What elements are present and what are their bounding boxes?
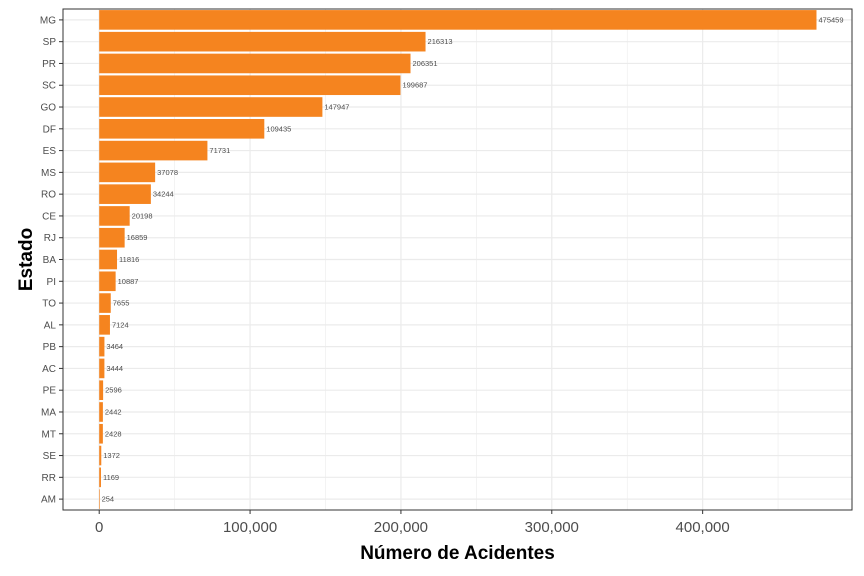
x-tick-label: 0 bbox=[95, 519, 103, 536]
y-tick-label-sc: SC bbox=[42, 81, 56, 92]
y-tick-label-am: AM bbox=[41, 495, 56, 506]
data-label-rj: 16859 bbox=[127, 233, 148, 242]
y-tick-label-rr: RR bbox=[42, 473, 56, 484]
data-label-ce: 20198 bbox=[132, 211, 153, 220]
bar-pb bbox=[99, 336, 105, 357]
data-label-ac: 3444 bbox=[106, 364, 123, 373]
data-label-am: 254 bbox=[102, 495, 115, 504]
bar-se bbox=[99, 445, 102, 466]
y-tick-label-to: TO bbox=[42, 299, 56, 310]
bars bbox=[99, 10, 817, 509]
y-tick-label-ms: MS bbox=[41, 168, 56, 179]
data-label-mt: 2428 bbox=[105, 429, 122, 438]
data-label-to: 7655 bbox=[113, 299, 130, 308]
data-label-pb: 3464 bbox=[106, 342, 123, 351]
bar-al bbox=[99, 315, 110, 335]
bar-mg bbox=[99, 10, 817, 30]
y-tick-label-es: ES bbox=[43, 146, 57, 157]
data-label-al: 7124 bbox=[112, 320, 129, 329]
y-tick-label-ba: BA bbox=[43, 255, 57, 266]
data-label-sp: 216313 bbox=[428, 37, 453, 46]
y-tick-label-ro: RO bbox=[41, 190, 56, 201]
bar-to bbox=[99, 293, 111, 313]
x-tick-label: 300,000 bbox=[525, 519, 579, 536]
bar-pe bbox=[99, 380, 104, 400]
data-label-ms: 37078 bbox=[157, 168, 178, 177]
bar-pr bbox=[99, 53, 411, 74]
bar-rj bbox=[99, 227, 125, 248]
y-tick-label-go: GO bbox=[40, 103, 56, 114]
y-tick-label-ce: CE bbox=[42, 211, 56, 222]
x-tick-label: 400,000 bbox=[676, 519, 730, 536]
x-axis: 0 100,000 200,000 300,000 400,000 bbox=[95, 510, 730, 536]
data-label-go: 147947 bbox=[324, 103, 349, 112]
y-axis: MG SP PR SC GO DF ES MS RO CE RJ BA PI TO AL PB AC PE MA MT… bbox=[40, 15, 63, 506]
bar-ro bbox=[99, 184, 151, 204]
data-label-pr: 206351 bbox=[413, 59, 438, 68]
y-tick-label-ac: AC bbox=[42, 364, 56, 375]
data-label-sc: 199687 bbox=[402, 81, 427, 90]
data-label-df: 109435 bbox=[266, 124, 291, 133]
y-tick-label-al: AL bbox=[44, 320, 57, 331]
x-axis-title: Número de Acidentes bbox=[360, 543, 555, 564]
x-tick-label: 200,000 bbox=[374, 519, 428, 536]
y-tick-label-pr: PR bbox=[42, 59, 56, 70]
data-label-ba: 11816 bbox=[119, 255, 139, 264]
data-labels: 475459 216313 206351 199687 147947 109435 7173… bbox=[102, 15, 844, 503]
y-tick-label-df: DF bbox=[43, 124, 56, 135]
bar-ma bbox=[99, 402, 103, 422]
data-label-pi: 10887 bbox=[118, 277, 139, 286]
bar-rr bbox=[99, 467, 101, 488]
data-label-ma: 2442 bbox=[105, 407, 122, 416]
y-axis-title: Estado bbox=[16, 228, 37, 291]
data-label-rr: 1169 bbox=[103, 473, 119, 482]
data-label-es: 71731 bbox=[209, 146, 230, 155]
y-tick-label-pb: PB bbox=[43, 342, 57, 353]
bar-ce bbox=[99, 206, 130, 226]
data-label-ro: 34244 bbox=[153, 190, 174, 199]
bar-es bbox=[99, 140, 208, 161]
bar-pi bbox=[99, 271, 116, 292]
bar-ba bbox=[99, 249, 118, 270]
y-tick-label-mg: MG bbox=[40, 15, 56, 26]
bar-mt bbox=[99, 423, 103, 444]
data-label-se: 1372 bbox=[103, 451, 120, 460]
bar-sp bbox=[99, 31, 426, 52]
y-tick-label-ma: MA bbox=[41, 407, 56, 418]
bar-ac bbox=[99, 358, 105, 379]
bar-sc bbox=[99, 75, 401, 96]
data-label-pe: 2596 bbox=[105, 386, 122, 395]
bar-go bbox=[99, 97, 323, 117]
bar-ms bbox=[99, 162, 156, 183]
y-tick-label-mt: MT bbox=[42, 429, 56, 440]
x-tick-label: 100,000 bbox=[223, 519, 277, 536]
y-tick-label-sp: SP bbox=[43, 37, 57, 48]
y-tick-label-se: SE bbox=[43, 451, 57, 462]
data-label-mg: 475459 bbox=[818, 15, 843, 24]
bar-df bbox=[99, 119, 265, 139]
bar-am bbox=[99, 489, 100, 509]
y-tick-label-rj: RJ bbox=[44, 233, 56, 244]
y-tick-label-pe: PE bbox=[43, 386, 57, 397]
y-tick-label-pi: PI bbox=[47, 277, 56, 288]
